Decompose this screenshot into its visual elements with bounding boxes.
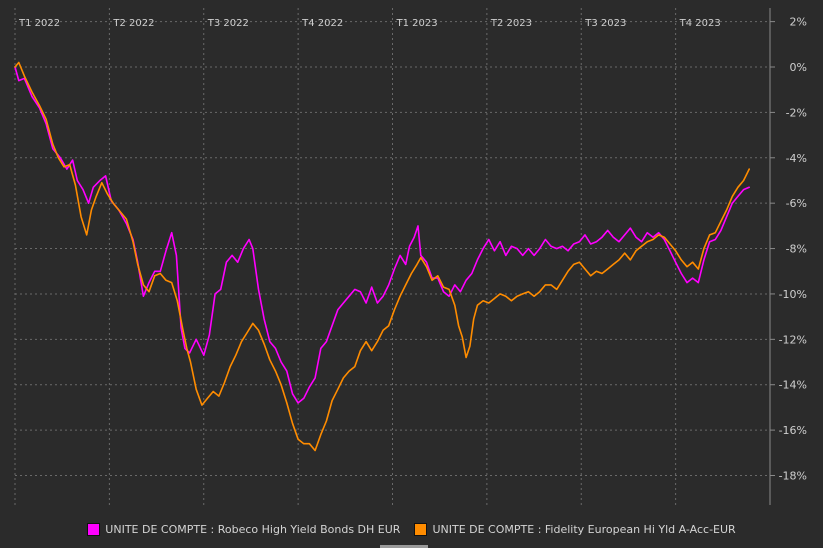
y-tick-label: -10% xyxy=(779,288,807,301)
axis-layer: 2% 0% -2% -4% -6% -8% -10% -12% -14% -16% -18% T1 2… xyxy=(18,8,807,505)
legend-swatch-fidelity xyxy=(414,522,428,536)
y-tick-label: -4% xyxy=(786,152,807,165)
y-tick-label: -2% xyxy=(786,106,807,119)
legend-item-fidelity[interactable]: UNITE DE COMPTE : Fidelity European Hi Y… xyxy=(414,522,736,536)
y-tick-label: -16% xyxy=(779,424,807,437)
scroll-indicator[interactable] xyxy=(380,545,428,548)
x-tick-label: T1 2022 xyxy=(18,18,60,29)
x-tick-label: T3 2023 xyxy=(584,18,626,29)
x-tick-label: T2 2022 xyxy=(112,18,154,29)
grid-layer xyxy=(14,8,770,505)
x-tick-label: T2 2023 xyxy=(490,18,532,29)
x-tick-label: T4 2022 xyxy=(301,18,343,29)
x-tick-label: T3 2022 xyxy=(207,18,249,29)
y-tick-label: -18% xyxy=(779,469,807,482)
x-tick-label: T1 2023 xyxy=(396,18,438,29)
y-tick-label: -14% xyxy=(779,379,807,392)
series-line-2 xyxy=(14,61,750,452)
y-tick-label: 0% xyxy=(790,61,807,74)
y-tick-label: 2% xyxy=(790,16,807,29)
y-tick-label: -12% xyxy=(779,333,807,346)
plot-area xyxy=(14,8,771,505)
chart-legend: UNITE DE COMPTE : Robeco High Yield Bond… xyxy=(0,514,823,544)
series-layer xyxy=(14,61,750,452)
legend-label-fidelity: UNITE DE COMPTE : Fidelity European Hi Y… xyxy=(432,522,736,536)
x-tick-label: T4 2023 xyxy=(679,18,721,29)
y-tick-label: -8% xyxy=(786,243,807,256)
legend-swatch-robeco xyxy=(87,522,101,536)
y-tick-label: -6% xyxy=(786,197,807,210)
legend-item-robeco[interactable]: UNITE DE COMPTE : Robeco High Yield Bond… xyxy=(87,522,401,536)
legend-label-robeco: UNITE DE COMPTE : Robeco High Yield Bond… xyxy=(105,522,401,536)
series-line-1 xyxy=(14,66,750,404)
